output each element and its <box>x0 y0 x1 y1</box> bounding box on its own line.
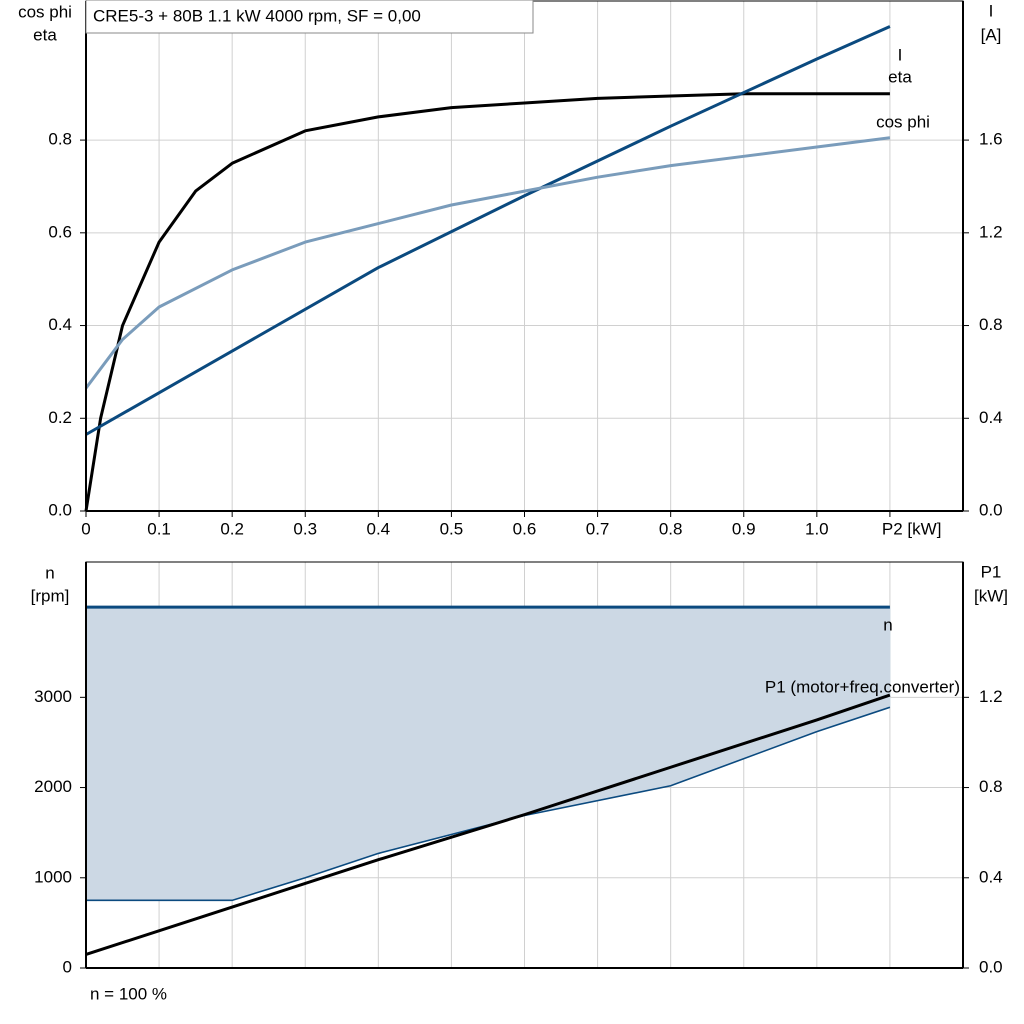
y2-tick-label: 0.8 <box>979 315 1003 334</box>
y2-tick-label: 1.2 <box>979 687 1003 706</box>
y2-axis-label: [kW] <box>974 586 1008 605</box>
series-line <box>85 693 891 956</box>
y-axis-label: [rpm] <box>31 586 70 605</box>
y2-tick-label: 0.4 <box>979 867 1003 886</box>
y-tick-label: 0.6 <box>48 222 72 241</box>
y-tick-label: 0.2 <box>48 408 72 427</box>
y2-tick-label: 1.2 <box>979 222 1003 241</box>
x-tick-label: 0.4 <box>367 519 391 538</box>
y2-tick-label: 0.8 <box>979 777 1003 796</box>
y2-tick-label: 0.0 <box>979 500 1003 519</box>
x-tick-label: P2 [kW] <box>882 519 942 538</box>
title-box <box>85 0 534 34</box>
series-label: P1 (motor+freq.converter) <box>765 677 960 696</box>
series-label: cos phi <box>876 112 930 131</box>
y2-tick-label: 1.6 <box>979 130 1003 149</box>
series-label: I <box>898 45 903 64</box>
x-tick-label: 0.5 <box>440 519 464 538</box>
x-tick-label: 0.9 <box>732 519 756 538</box>
y2-tick-label: 0.0 <box>979 957 1003 976</box>
series-label: n <box>883 615 892 634</box>
y-axis-label: eta <box>33 25 57 44</box>
y-tick-label: 3000 <box>34 687 72 706</box>
range-lower-line <box>86 706 891 902</box>
x-tick-label: 0.6 <box>513 519 537 538</box>
y2-axis-label: I <box>989 1 994 20</box>
y-tick-label: 0.0 <box>48 500 72 519</box>
range-area <box>85 606 891 901</box>
y-tick-label: 0 <box>63 957 72 976</box>
x-tick-label: 0 <box>81 519 90 538</box>
y-axis-label: cos phi <box>18 2 72 21</box>
y-tick-label: 0.4 <box>48 315 72 334</box>
series-label: eta <box>888 67 912 86</box>
y2-axis-label: P1 <box>981 562 1002 581</box>
y2-tick-label: 0.4 <box>979 408 1003 427</box>
x-tick-label: 0.3 <box>293 519 317 538</box>
x-tick-label: 1.0 <box>805 519 829 538</box>
series-line <box>85 25 891 436</box>
x-tick-label: 0.8 <box>659 519 683 538</box>
x-tick-label: 0.1 <box>147 519 171 538</box>
series-line <box>84 92 890 512</box>
chart-title: CRE5-3 + 80B 1.1 kW 4000 rpm, SF = 0,00 <box>93 6 421 25</box>
y2-axis-label: [A] <box>981 25 1002 44</box>
note: n = 100 % <box>90 984 167 1003</box>
x-tick-label: 0.7 <box>586 519 610 538</box>
series-line <box>84 136 891 390</box>
x-tick-label: 0.2 <box>220 519 244 538</box>
y-tick-label: 2000 <box>34 777 72 796</box>
y-axis-label: n <box>45 563 54 582</box>
y-tick-label: 1000 <box>34 867 72 886</box>
y-tick-label: 0.8 <box>48 130 72 149</box>
